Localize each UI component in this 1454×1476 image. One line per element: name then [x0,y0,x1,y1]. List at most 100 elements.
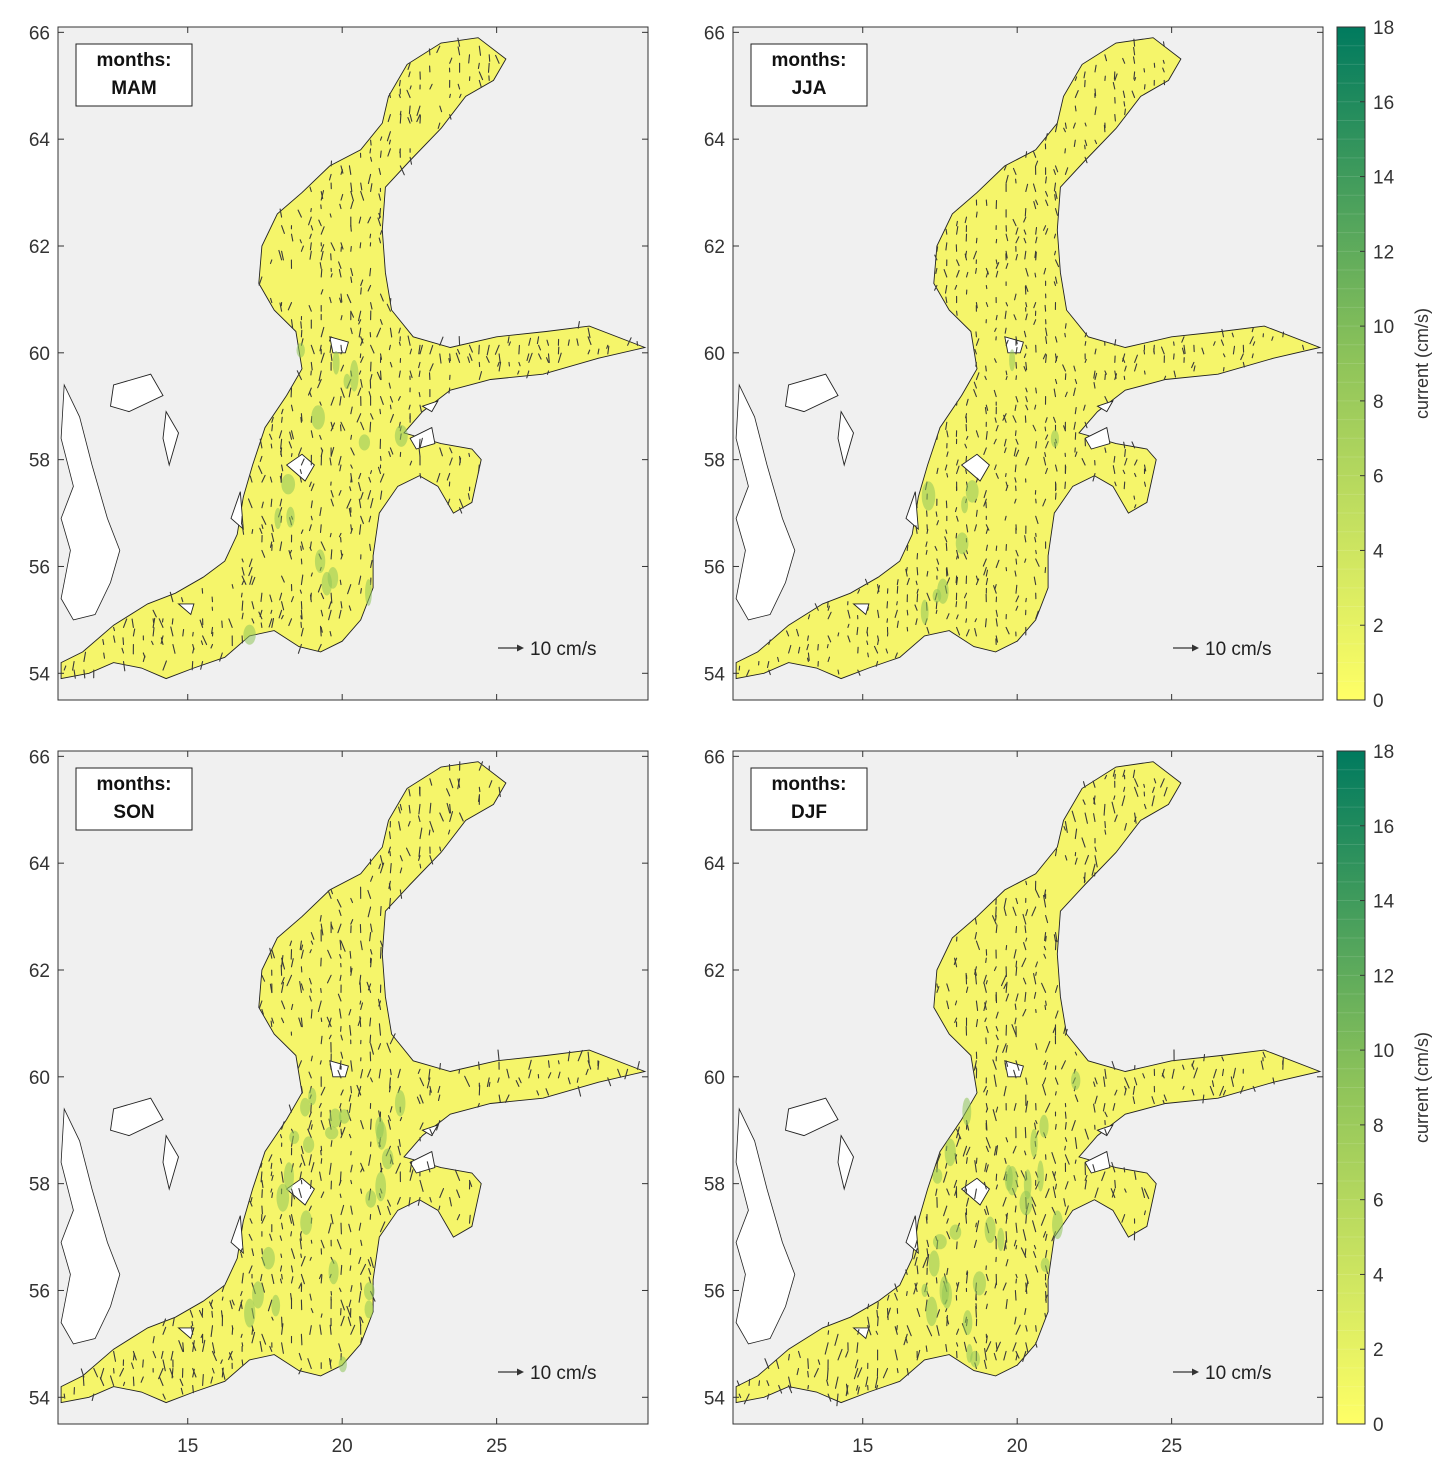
island-3 [1084,1150,1111,1174]
y-tick-label: 56 [29,1281,50,1302]
strong-current-patch [308,1087,317,1106]
strong-current-patch [941,1281,952,1309]
strong-current-patch [358,434,371,451]
axes-frame [57,750,649,1425]
lake-0 [109,1097,164,1137]
strong-current-patch [920,599,929,625]
y-tick-label: 58 [704,1175,725,1196]
lake-1 [837,410,854,467]
island-5 [1004,336,1024,354]
map-panel-son: 54 56 58 60 62 64 66 15 20 25 months: SON 10 cm/s [29,747,649,1457]
colorbar-tick-label: 16 [1373,93,1394,114]
colorbar-tick-label: 16 [1373,817,1394,838]
strong-current-patch [365,579,372,606]
colorbar-tick-label: 12 [1373,966,1394,987]
island-2 [177,603,195,616]
strong-current-patch [955,532,969,555]
kattegat-water [60,1107,121,1345]
strong-current-patch [381,1148,394,1170]
colorbar-label: current (cm/s) [1412,1032,1432,1143]
current-arrows [63,37,639,679]
scale-label: 10 cm/s [530,639,597,660]
y-tick-label: 66 [704,747,725,768]
strong-current-patch [932,1168,943,1184]
colorbar-tick-label: 10 [1373,317,1394,338]
y-tick-label: 62 [29,961,50,982]
strong-current-patch [1050,429,1059,448]
colorbar-tick-label: 0 [1373,691,1384,712]
baltic-sea [735,37,1322,680]
y-tick-label: 60 [29,1068,50,1089]
colorbar-tick-label: 18 [1373,18,1394,39]
strong-current-patch [997,1227,1005,1252]
strong-current-patch [343,373,351,390]
map-panel-jja: 54 56 58 60 62 64 66 months: JJA 10 cm/s [704,23,1324,701]
colorbar-tick-label: 6 [1373,467,1384,488]
strong-current-patch [965,480,979,503]
island-0 [285,453,315,482]
kattegat-water [735,1107,796,1345]
strong-current-patch [274,507,282,530]
season-label-months: JJA [792,78,827,99]
axes-frame [732,750,1324,1425]
season-label-box [75,767,193,831]
colorbar-scale [1336,26,1366,701]
strong-current-patch [394,424,408,447]
y-tick-label: 56 [704,557,725,578]
strong-current-patch [328,1259,339,1285]
island-1 [905,1215,919,1255]
strong-current-patch [349,359,359,392]
season-label-months: SON [113,802,154,823]
strong-current-patch [243,624,256,645]
strong-current-patch [961,496,969,514]
colorbar-tick-label: 2 [1373,1340,1384,1361]
lake-1 [837,1134,854,1191]
colorbar-tick-label: 0 [1373,1415,1384,1436]
season-label-box [750,43,868,107]
strong-current-patch [925,1296,938,1327]
y-tick-label: 58 [29,1175,50,1196]
strong-current-patch [332,350,340,375]
y-tick-label: 58 [29,451,50,472]
season-label-box [75,43,193,107]
strong-current-patch [364,1300,374,1319]
y-tick-label: 54 [29,664,51,685]
colorbar-tick-label: 4 [1373,1265,1384,1286]
y-tick-label: 66 [29,747,50,768]
strong-current-patch [283,1162,294,1192]
y-tick-label: 62 [704,237,725,258]
island-2 [852,1327,870,1340]
strong-current-patch [303,1136,315,1153]
x-tick-label: 20 [1007,1436,1028,1457]
y-tick-label: 64 [704,854,726,875]
island-3 [1084,426,1111,450]
y-tick-label: 56 [704,1281,725,1302]
season-label-months: DJF [791,802,827,823]
colorbar-tick-label: 2 [1373,616,1384,637]
strong-current-patch [928,1250,940,1277]
colorbar-tick-label: 14 [1373,168,1395,189]
island-1 [905,491,919,531]
strong-current-patch [970,1350,980,1368]
colorbar-label: current (cm/s) [1412,308,1432,419]
strong-current-patch [311,405,325,430]
strong-current-patch [937,578,949,604]
strong-current-patch [252,1281,264,1309]
strong-current-patch [921,481,936,511]
scale-label: 10 cm/s [1205,1363,1272,1384]
y-tick-label: 54 [29,1388,51,1409]
axes-frame [732,26,1324,701]
strong-current-patch [1023,1169,1032,1199]
lake-1 [162,1134,179,1191]
strong-current-patch [276,1183,290,1212]
y-tick-label: 62 [29,237,50,258]
strong-current-patch [1052,1210,1063,1240]
strong-current-patch [365,1190,377,1208]
strong-current-patch [944,1138,956,1167]
colorbar-tick-label: 12 [1373,242,1394,263]
y-tick-label: 56 [29,557,50,578]
strong-current-patch [984,1216,996,1244]
strong-current-patch [262,1246,275,1270]
island-5 [329,1060,349,1078]
